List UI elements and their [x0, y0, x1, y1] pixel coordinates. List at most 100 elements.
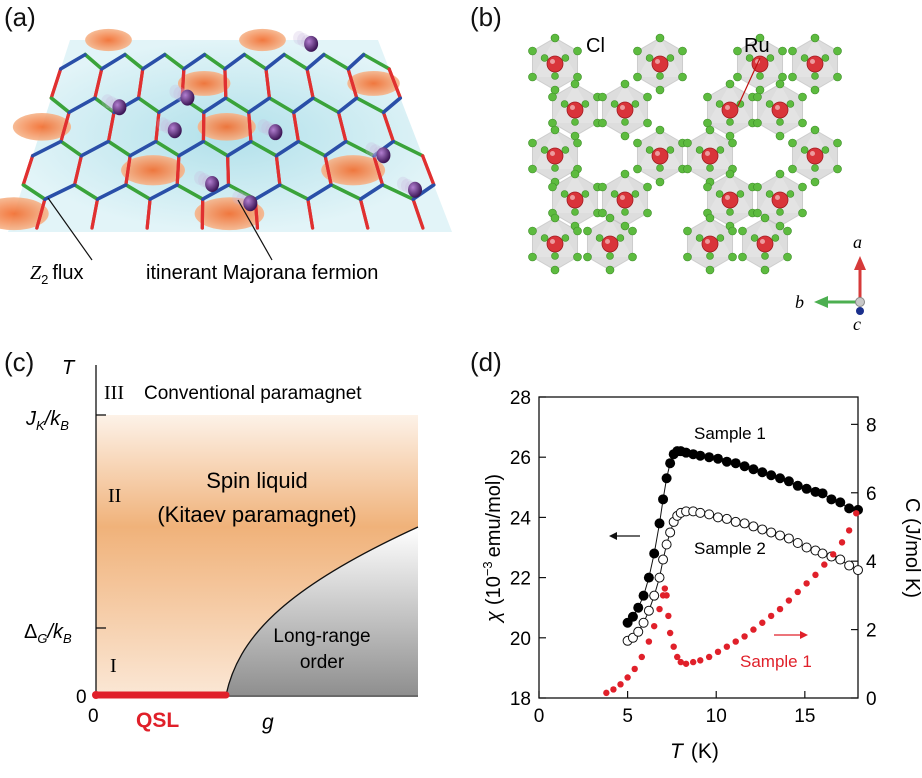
sample1-heat-point — [638, 653, 645, 661]
lattice-bond — [305, 53, 326, 71]
sample1-heat-point — [732, 638, 739, 645]
cl-atom — [753, 92, 762, 102]
lattice-bond — [201, 183, 231, 201]
lattice-bond — [306, 183, 333, 201]
lattice-bond — [296, 140, 327, 158]
lattice-bond — [49, 96, 71, 115]
lattice-bond — [202, 96, 228, 115]
sample2-chi-point — [712, 512, 723, 523]
cl-atom — [778, 46, 787, 56]
cl-atom — [753, 208, 762, 218]
cl-atom — [783, 252, 792, 262]
z2-flux-patch — [177, 70, 231, 96]
panel-label-a: (a) — [4, 2, 36, 32]
cl-atom — [678, 72, 687, 82]
sample1-heat-point — [723, 643, 731, 650]
cl-atom — [753, 182, 762, 192]
lattice-bond — [344, 140, 376, 158]
ru-atom-highlight — [655, 59, 660, 64]
chart-frame — [538, 396, 859, 699]
cl-atom — [628, 226, 637, 236]
sample2-chi-point — [757, 524, 768, 535]
lattice-bond — [264, 67, 272, 100]
sample1-chi-point — [817, 488, 828, 499]
tick-delta-label: ΔG/kB — [24, 621, 72, 646]
sample1-chi-point — [643, 572, 654, 583]
cl-atom — [726, 118, 734, 126]
cl-atom — [621, 208, 629, 216]
lattice-bond — [358, 183, 385, 201]
lattice-bond — [106, 140, 132, 158]
cl-atom — [528, 252, 537, 262]
ru-atom-highlight — [550, 239, 555, 244]
sample1-heat-point — [821, 561, 828, 568]
ru-atom-highlight — [550, 151, 555, 156]
cl-atom — [810, 85, 820, 95]
sample1-heat-point — [665, 612, 672, 620]
ru-atom-highlight — [775, 195, 780, 200]
sample2-chi-point — [730, 516, 741, 527]
region-I-numeral: I — [110, 655, 117, 677]
lattice-bond — [35, 197, 47, 230]
sample2-chi-point — [801, 542, 812, 553]
sample1-heat-label: Sample 1 — [740, 652, 812, 671]
lattice-bond — [282, 53, 309, 71]
cl-atom — [756, 72, 764, 80]
sample1-heat-point — [697, 657, 704, 664]
sample1-heat-point — [624, 674, 631, 681]
fermion-trail — [397, 176, 410, 191]
phase-y-axis-label: T — [62, 357, 76, 379]
sample1-chi-point — [826, 494, 837, 505]
cl-atom — [645, 146, 654, 154]
ru-atom-highlight — [550, 59, 555, 64]
cl-atom — [610, 190, 619, 198]
cl-atom — [786, 190, 795, 198]
lattice-bond — [292, 110, 300, 143]
cl-atom — [760, 265, 770, 275]
cl-atom — [570, 79, 580, 89]
sample1-heat-point — [741, 633, 748, 640]
y-left-tick-label: 18 — [510, 689, 531, 710]
lattice-bond — [49, 67, 63, 100]
chart-y-left-label: χ(10−3emu/mol) — [480, 474, 505, 624]
cl-atom — [821, 54, 830, 62]
lattice-bond — [163, 53, 186, 71]
lattice-bond — [380, 183, 415, 201]
cl-atom — [583, 226, 592, 236]
lattice-bond — [362, 53, 391, 71]
lattice-bond — [175, 183, 205, 201]
lattice-bond — [323, 154, 333, 187]
sample1-heat-point — [689, 658, 697, 666]
lattice-bond — [72, 183, 100, 201]
sample2-chi-point — [633, 626, 644, 637]
cl-atom — [788, 46, 797, 56]
sample1-heat-point — [812, 571, 819, 579]
cl-atom — [683, 226, 692, 236]
cl-atom — [656, 164, 664, 172]
cl-atom — [738, 252, 747, 262]
lattice-bond — [79, 140, 111, 158]
lattice-bond — [346, 53, 366, 71]
cl-atom — [571, 118, 579, 126]
lattice-bond — [355, 96, 386, 115]
cl-atom — [800, 146, 809, 154]
qsl-label: QSL — [136, 709, 179, 732]
sample1-heat-point — [677, 658, 684, 666]
sample2-chi-point — [775, 530, 786, 541]
sample1-heat-point — [767, 612, 775, 620]
region-III-text: Conventional paramagnet — [144, 383, 362, 404]
lattice-bond — [274, 140, 301, 158]
region-lro-line1: Long-range — [273, 626, 370, 647]
ru-atom-highlight — [705, 151, 710, 156]
lattice-bond — [154, 110, 161, 143]
sample1-heat-point — [803, 580, 810, 587]
lattice-bond — [43, 183, 77, 201]
y-left-tick-label: 22 — [510, 569, 531, 590]
sample2-chi-point — [766, 527, 777, 538]
sample1-chi-point — [704, 452, 715, 463]
sample1-chi-point — [792, 480, 803, 491]
majorana-fermions — [101, 30, 423, 212]
panel-label-b: (b) — [470, 2, 502, 32]
cl-atom — [798, 92, 807, 102]
